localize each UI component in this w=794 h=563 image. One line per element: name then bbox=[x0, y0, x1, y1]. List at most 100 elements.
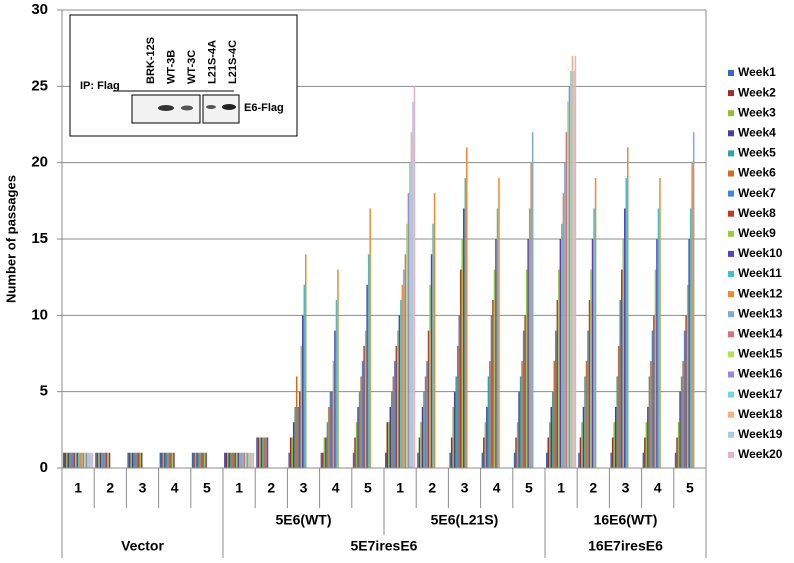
bar bbox=[82, 452, 85, 468]
bar bbox=[620, 269, 623, 468]
bar bbox=[401, 284, 404, 468]
bar bbox=[357, 406, 359, 468]
bar bbox=[591, 239, 594, 468]
bar bbox=[452, 406, 454, 468]
legend-swatch bbox=[728, 331, 734, 338]
bar bbox=[205, 452, 207, 468]
bar bbox=[659, 177, 661, 468]
bar bbox=[403, 269, 405, 468]
bar bbox=[642, 452, 645, 468]
bar bbox=[531, 132, 534, 468]
bar bbox=[171, 452, 174, 468]
bar bbox=[354, 437, 356, 468]
legend-swatch bbox=[728, 391, 734, 398]
bar bbox=[530, 162, 532, 468]
bar bbox=[521, 361, 523, 468]
bar bbox=[524, 315, 526, 468]
bar bbox=[364, 330, 367, 468]
blot-band bbox=[158, 105, 174, 111]
bar bbox=[385, 452, 387, 468]
legend-label: Week13 bbox=[738, 306, 783, 320]
bar bbox=[395, 345, 398, 468]
bar bbox=[453, 391, 456, 468]
bar bbox=[289, 437, 292, 468]
legend-label: Week16 bbox=[738, 367, 783, 381]
bar bbox=[392, 376, 395, 468]
bar bbox=[108, 452, 111, 468]
bar bbox=[292, 422, 295, 468]
legend-swatch bbox=[728, 170, 734, 177]
bar bbox=[358, 391, 361, 468]
bar bbox=[243, 452, 246, 468]
legend-swatch bbox=[728, 431, 734, 438]
bar bbox=[515, 437, 517, 468]
x-tick-label: 5 bbox=[364, 480, 372, 496]
bar bbox=[683, 330, 686, 468]
bar bbox=[573, 71, 575, 469]
bar bbox=[562, 193, 565, 468]
bar bbox=[76, 452, 79, 468]
bar bbox=[137, 452, 140, 468]
bar bbox=[197, 452, 200, 468]
bar bbox=[525, 269, 528, 468]
bar bbox=[458, 315, 460, 468]
legend-label: Week4 bbox=[738, 125, 776, 139]
bar bbox=[627, 147, 629, 468]
bar bbox=[394, 361, 396, 468]
bar bbox=[692, 132, 695, 468]
bar bbox=[613, 422, 615, 468]
bar bbox=[691, 162, 693, 468]
bar bbox=[623, 208, 626, 468]
bar bbox=[561, 223, 563, 468]
bar bbox=[430, 254, 433, 468]
bar bbox=[288, 452, 290, 468]
bar bbox=[420, 422, 422, 468]
bar bbox=[686, 284, 689, 468]
x-tick-label: 2 bbox=[428, 480, 436, 496]
bar bbox=[203, 452, 206, 468]
bar bbox=[131, 452, 134, 468]
bar bbox=[249, 452, 252, 468]
bar bbox=[424, 376, 427, 468]
legend-label: Week2 bbox=[738, 85, 776, 99]
bar bbox=[679, 391, 681, 468]
blot-band bbox=[206, 105, 216, 109]
bar bbox=[466, 147, 468, 468]
ip-label: IP: Flag bbox=[80, 80, 120, 92]
legend-label: Week10 bbox=[738, 246, 783, 260]
bar bbox=[134, 452, 137, 468]
lane-label: WT-3B bbox=[165, 50, 177, 84]
bar bbox=[101, 452, 103, 468]
bar bbox=[252, 452, 255, 468]
bar bbox=[421, 406, 424, 468]
bar bbox=[588, 300, 591, 468]
bar bbox=[397, 330, 399, 468]
legend-label: Week5 bbox=[738, 146, 776, 160]
bar bbox=[610, 452, 612, 468]
bar bbox=[199, 452, 201, 468]
bar bbox=[334, 330, 336, 468]
bar bbox=[227, 452, 229, 468]
bar bbox=[170, 452, 172, 468]
bar bbox=[590, 269, 592, 468]
bar bbox=[224, 452, 226, 468]
bar bbox=[644, 437, 646, 468]
bar bbox=[582, 406, 585, 468]
bar bbox=[193, 452, 195, 468]
bar bbox=[433, 193, 436, 468]
bar bbox=[161, 452, 163, 468]
bar bbox=[202, 452, 204, 468]
bar bbox=[251, 452, 253, 468]
bar bbox=[455, 376, 457, 468]
bar bbox=[257, 437, 260, 468]
bar bbox=[568, 86, 571, 468]
bar bbox=[323, 437, 326, 468]
bar bbox=[291, 437, 293, 468]
bar bbox=[81, 452, 83, 468]
bar bbox=[614, 406, 617, 468]
legend-label: Week9 bbox=[738, 226, 776, 240]
bar bbox=[549, 422, 551, 468]
bar bbox=[574, 55, 577, 469]
bar bbox=[677, 422, 680, 468]
bar bbox=[139, 452, 141, 468]
